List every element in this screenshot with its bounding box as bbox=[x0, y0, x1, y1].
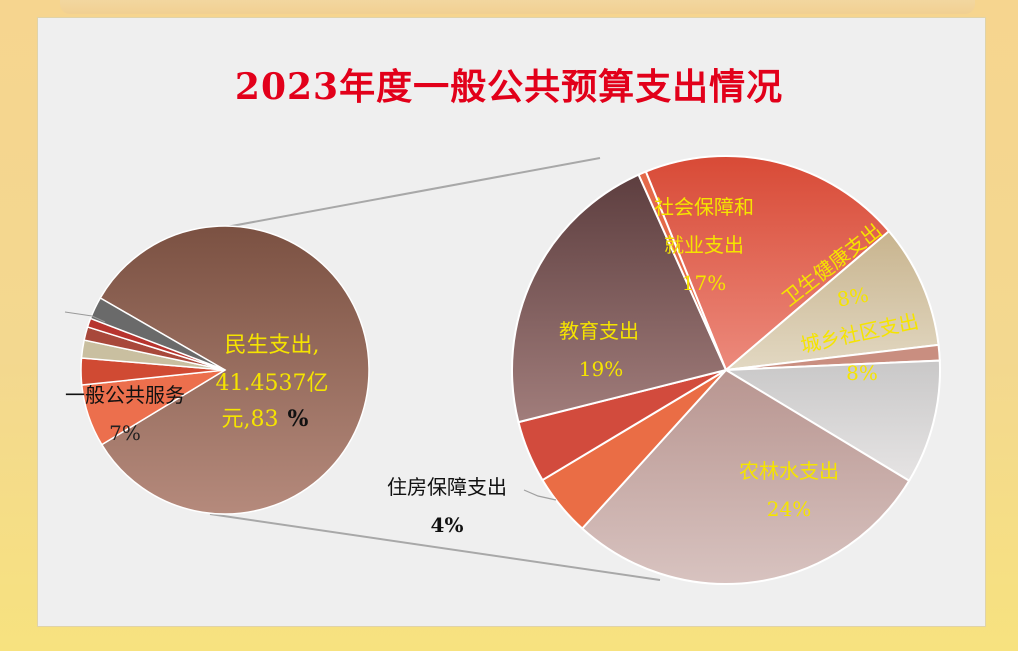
label-edu-percent: 19% bbox=[579, 357, 623, 381]
main-pie-slice-other-6 bbox=[89, 296, 226, 371]
label-minsheng-name: 民生支出, bbox=[225, 333, 320, 358]
top-decor-bar bbox=[60, 0, 975, 14]
label-public-service-name: 一般公共服务 bbox=[65, 383, 185, 407]
label-health-percent: 8% bbox=[835, 283, 870, 312]
leader-line-housing bbox=[523, 489, 557, 501]
label-housing-name: 住房保障支出 bbox=[387, 475, 507, 499]
main-pie-slice-minsheng bbox=[99, 225, 370, 515]
chart-title: 2023年度一般公共预算支出情况 bbox=[234, 66, 784, 108]
label-minsheng-value: 41.4537亿 bbox=[216, 371, 329, 396]
connector-line-bottom bbox=[209, 513, 661, 581]
label-social-line1: 社会保障和 bbox=[654, 195, 754, 219]
connector-line-top bbox=[209, 157, 601, 231]
label-minsheng-percent: 元,83 bbox=[222, 407, 279, 432]
label-agri-percent: 24% bbox=[767, 497, 811, 521]
label-agri-name: 农林水支出 bbox=[739, 459, 839, 483]
label-public-service-percent: 7% bbox=[109, 421, 141, 445]
secondary-pie-slice-urban bbox=[722, 359, 941, 483]
leader-line-small bbox=[64, 311, 106, 323]
secondary-pie-slice-agri bbox=[580, 368, 911, 585]
label-social-percent: 17% bbox=[682, 271, 726, 295]
label-urban-percent: 8% bbox=[846, 361, 878, 385]
label-edu-name: 教育支出 bbox=[559, 319, 639, 343]
secondary-pie-slice-other-c bbox=[637, 170, 727, 371]
secondary-pie-slice-health bbox=[722, 229, 940, 372]
label-minsheng-percent-sign: % bbox=[288, 406, 309, 432]
label-social-line2: 就业支出 bbox=[664, 233, 744, 257]
secondary-pie-slice-social bbox=[644, 155, 891, 372]
secondary-pie-slice-edu bbox=[511, 173, 728, 424]
label-housing-percent: 4% bbox=[431, 513, 464, 537]
